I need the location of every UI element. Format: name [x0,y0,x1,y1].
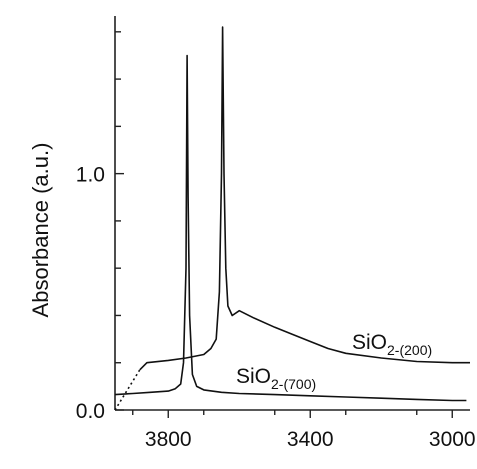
series-label-700: SiO2-(700) [236,365,316,392]
y-axis-label: Absorbance (a.u.) [28,143,53,318]
x-tick-label: 3400 [287,428,334,451]
y-tick-label: 0.0 [76,400,105,423]
ticks: 0.0 1.0 3800 3400 3000 [76,31,476,451]
y-tick-label: 1.0 [76,164,105,187]
x-tick-label: 3800 [145,428,192,451]
series-labels: SiO2-(700) SiO2-(200) [236,331,432,392]
dotted-baseline-extension [114,369,141,411]
axes [114,16,470,411]
series-line-200 [139,26,470,371]
series-group [114,26,470,411]
x-tick-label: 3000 [429,428,476,451]
series-label-200: SiO2-(200) [352,331,432,358]
series-line-700 [114,54,467,402]
